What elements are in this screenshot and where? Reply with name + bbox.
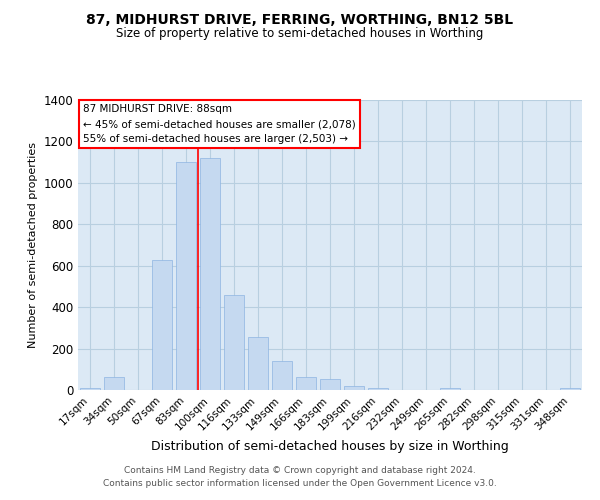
- Bar: [320, 378, 340, 390]
- Text: 87 MIDHURST DRIVE: 88sqm
← 45% of semi-detached houses are smaller (2,078)
55% o: 87 MIDHURST DRIVE: 88sqm ← 45% of semi-d…: [83, 104, 356, 144]
- Bar: [560, 388, 580, 390]
- Bar: [440, 388, 460, 390]
- Bar: [248, 337, 268, 390]
- Bar: [224, 294, 244, 390]
- Bar: [272, 361, 292, 390]
- Text: Size of property relative to semi-detached houses in Worthing: Size of property relative to semi-detach…: [116, 28, 484, 40]
- Bar: [200, 158, 220, 390]
- Text: 87, MIDHURST DRIVE, FERRING, WORTHING, BN12 5BL: 87, MIDHURST DRIVE, FERRING, WORTHING, B…: [86, 12, 514, 26]
- Bar: [152, 260, 172, 390]
- Bar: [296, 376, 316, 390]
- Bar: [368, 388, 388, 390]
- Bar: [176, 162, 196, 390]
- Text: Contains HM Land Registry data © Crown copyright and database right 2024.
Contai: Contains HM Land Registry data © Crown c…: [103, 466, 497, 487]
- Bar: [80, 388, 100, 390]
- Bar: [104, 376, 124, 390]
- Y-axis label: Number of semi-detached properties: Number of semi-detached properties: [28, 142, 38, 348]
- Bar: [344, 386, 364, 390]
- X-axis label: Distribution of semi-detached houses by size in Worthing: Distribution of semi-detached houses by …: [151, 440, 509, 453]
